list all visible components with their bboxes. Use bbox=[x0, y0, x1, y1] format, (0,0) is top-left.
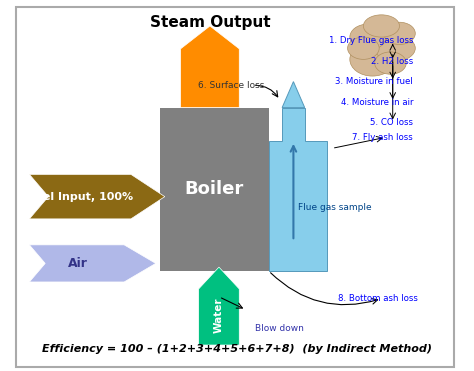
Text: 2. H2 loss: 2. H2 loss bbox=[371, 57, 413, 66]
Ellipse shape bbox=[350, 24, 386, 50]
Text: Boiler: Boiler bbox=[185, 180, 244, 198]
Text: Blow down: Blow down bbox=[255, 324, 304, 333]
Text: Air: Air bbox=[67, 257, 87, 270]
Text: Steam Output: Steam Output bbox=[150, 15, 270, 30]
Text: 5. CO loss: 5. CO loss bbox=[370, 118, 413, 127]
Text: Flue gas sample: Flue gas sample bbox=[298, 203, 372, 212]
Text: 1. Dry Flue gas loss: 1. Dry Flue gas loss bbox=[328, 36, 413, 45]
Ellipse shape bbox=[364, 15, 400, 37]
Ellipse shape bbox=[374, 52, 406, 74]
Text: 4. Moisture in air: 4. Moisture in air bbox=[340, 98, 413, 106]
Text: 7. Fly ash loss: 7. Fly ash loss bbox=[352, 133, 413, 142]
FancyBboxPatch shape bbox=[16, 7, 454, 367]
Polygon shape bbox=[269, 108, 327, 271]
Text: 3. Moisture in fuel: 3. Moisture in fuel bbox=[335, 77, 413, 86]
Ellipse shape bbox=[347, 37, 379, 59]
Polygon shape bbox=[29, 174, 165, 219]
Text: 8. Bottom ash loss: 8. Bottom ash loss bbox=[337, 294, 418, 303]
Text: Efficiency = 100 – (1+2+3+4+5+6+7+8)  (by Indirect Method): Efficiency = 100 – (1+2+3+4+5+6+7+8) (by… bbox=[42, 344, 432, 354]
Polygon shape bbox=[199, 267, 239, 345]
Ellipse shape bbox=[374, 35, 415, 61]
Polygon shape bbox=[29, 245, 156, 282]
Ellipse shape bbox=[383, 22, 415, 45]
Text: 6. Surface loss: 6. Surface loss bbox=[198, 81, 264, 90]
Polygon shape bbox=[181, 26, 239, 108]
Text: Fuel Input, 100%: Fuel Input, 100% bbox=[28, 192, 133, 201]
Ellipse shape bbox=[350, 43, 395, 76]
Polygon shape bbox=[282, 82, 305, 108]
FancyBboxPatch shape bbox=[160, 108, 269, 271]
Text: Water: Water bbox=[214, 298, 224, 333]
